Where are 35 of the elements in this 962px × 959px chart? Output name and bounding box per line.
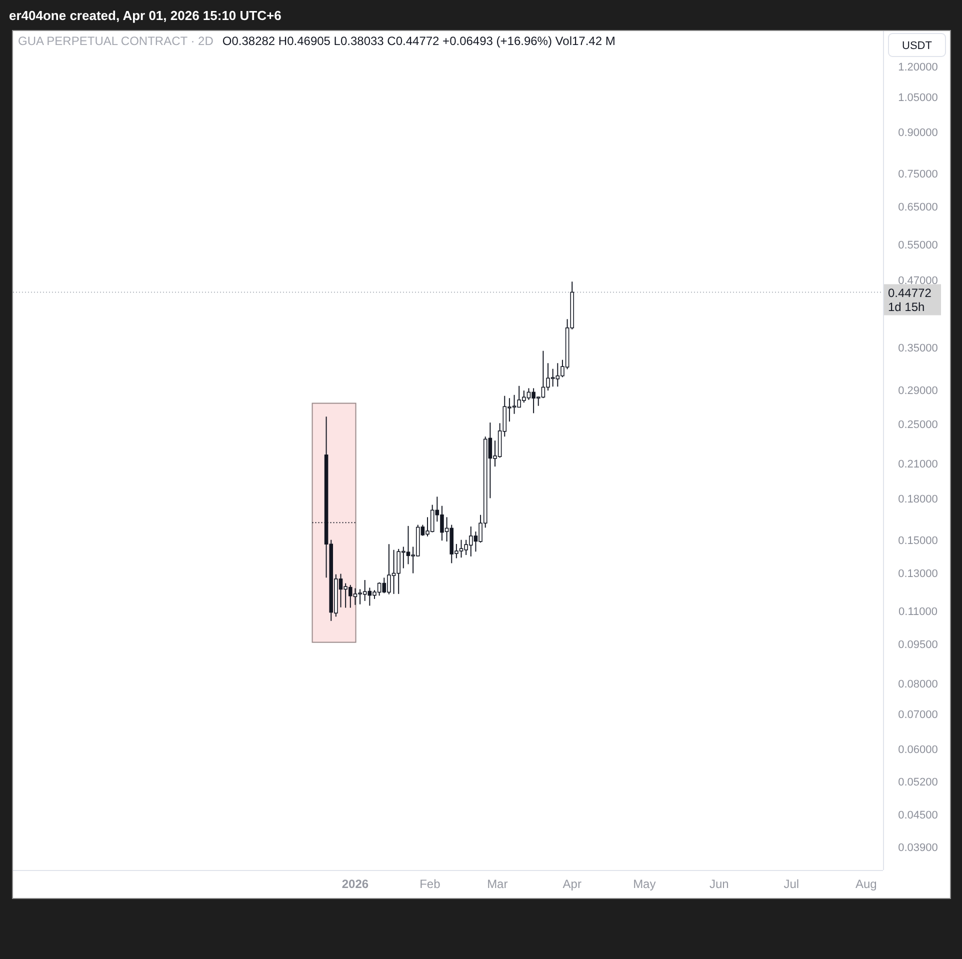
y-tick-label: 0.05200 [898, 776, 938, 788]
y-tick-label: 0.07000 [898, 708, 938, 721]
y-tick-label: 1.20000 [898, 62, 938, 74]
y-tick-label: 0.47000 [898, 275, 938, 288]
y-tick-label: 0.18000 [898, 494, 938, 506]
x-tick-label: Jun [709, 877, 729, 891]
x-tick-label: 2026 [342, 877, 369, 891]
x-tick-label: Feb [420, 877, 441, 891]
ref-line-label: 0.44772 1d 15h [888, 286, 932, 314]
y-tick-label: 0.08000 [898, 678, 938, 690]
x-tick-label: Mar [487, 877, 508, 891]
y-tick-label: 0.29000 [898, 385, 938, 398]
y-tick-label: 0.03900 [898, 842, 938, 854]
y-tick-label: 0.11000 [898, 606, 938, 618]
y-tick-label: 0.06000 [898, 744, 938, 756]
x-tick-label: Aug [855, 877, 877, 891]
chart-title: GUA PERPETUAL CONTRACT · 2D [18, 34, 214, 48]
y-tick-label: 0.65000 [898, 201, 938, 214]
text: er404one created, Apr 01, 2026 15:10 UTC+6 [9, 8, 282, 23]
y-tick-label: 0.25000 [898, 418, 938, 431]
y-axis-title: USDT [902, 40, 932, 52]
y-tick-label: 0.09500 [898, 639, 938, 652]
y-tick-label: 0.55000 [898, 239, 938, 252]
x-tick-label: Apr [562, 877, 582, 891]
y-tick-label: 0.04500 [898, 809, 938, 822]
y-tick-label: 0.15000 [898, 535, 938, 548]
y-tick-label: 0.13000 [898, 568, 938, 580]
y-tick-label: 0.90000 [898, 127, 938, 140]
x-tick-label: Jul [784, 877, 800, 891]
y-tick-label: 0.21000 [898, 458, 938, 471]
y-tick-label: 1.05000 [898, 92, 938, 104]
y-tick-label: 0.75000 [898, 168, 938, 181]
y-tick-label: 0.35000 [898, 342, 938, 354]
x-tick-label: May [633, 877, 656, 891]
chart-subtitle: O0.38282 H0.46905 L0.38033 C0.44772 +0.06493 (+16.96%) Vol17.42 M [222, 34, 616, 48]
